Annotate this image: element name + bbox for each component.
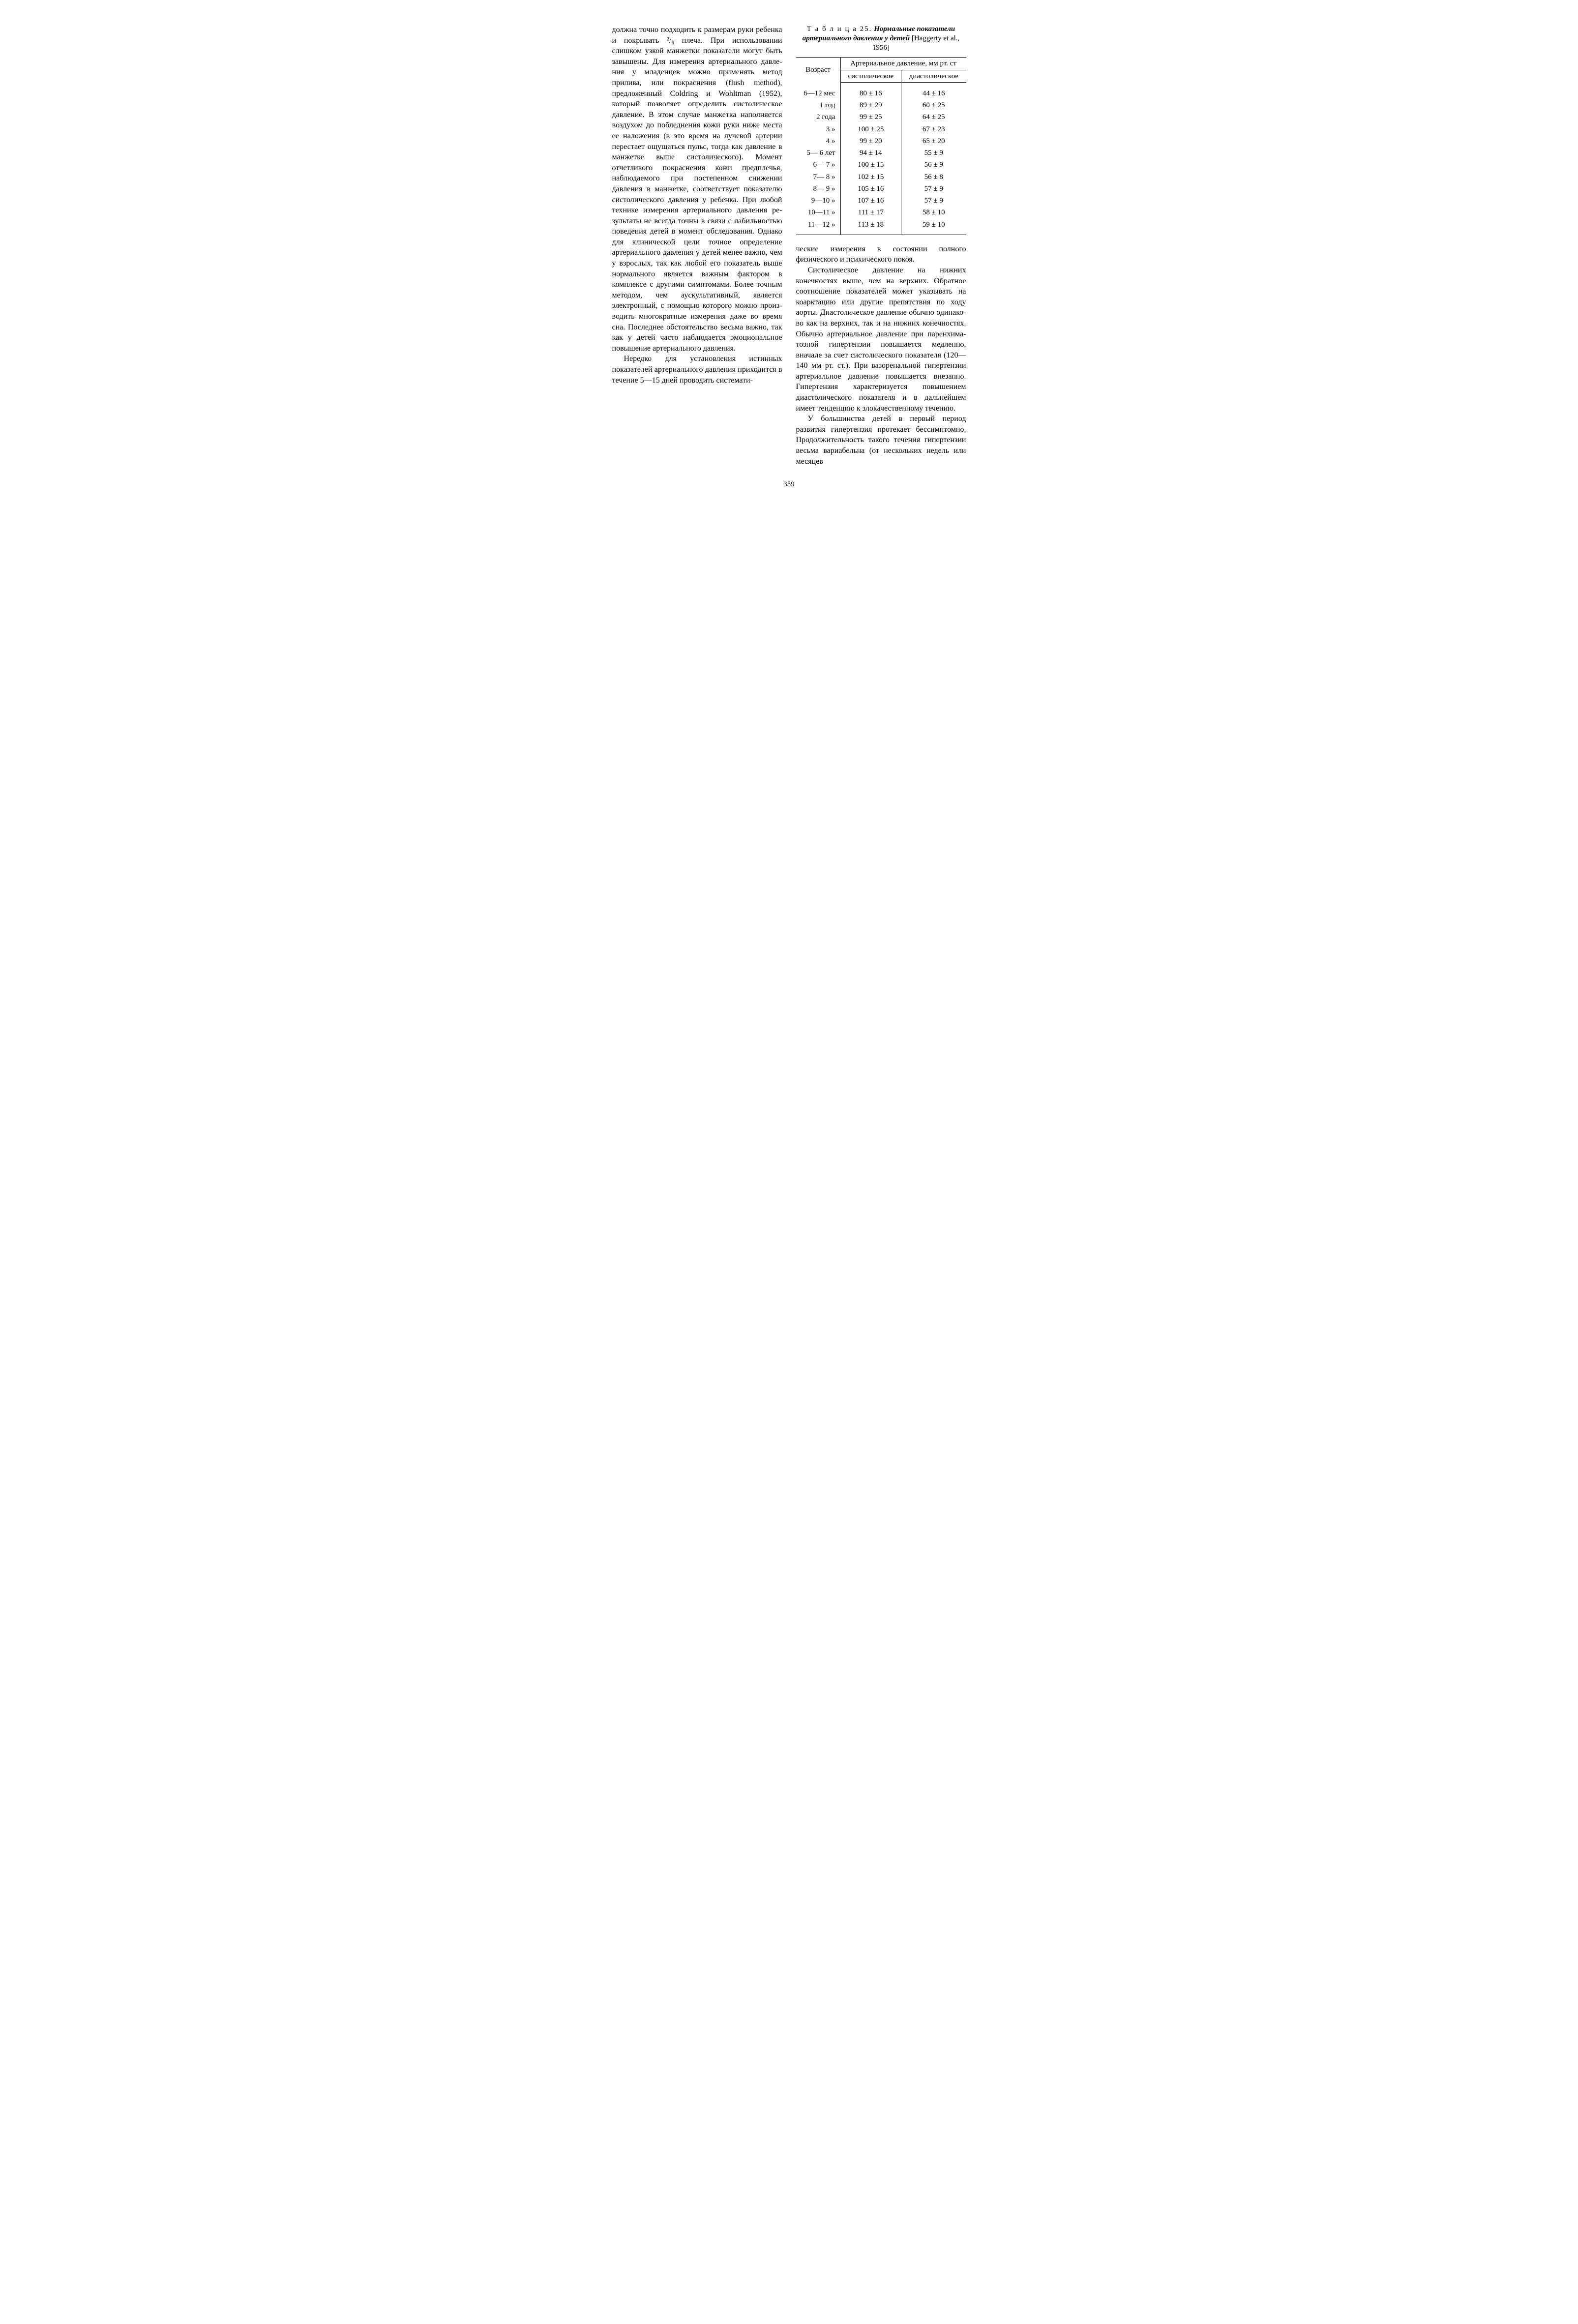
cell-age: 10—11 »: [796, 207, 841, 218]
cell-age: 11—12 »: [796, 219, 841, 235]
cell-dia: 56 ± 8: [901, 171, 966, 183]
body-paragraph: Нередко для установления ис­тинных показ…: [612, 354, 782, 386]
cell-age: 6—12 мес: [796, 82, 841, 99]
cell-dia: 64 ± 25: [901, 111, 966, 123]
cell-sys: 113 ± 18: [840, 219, 901, 235]
table-row: 6—12 мес80 ± 1644 ± 16: [796, 82, 966, 99]
bp-table: Возраст Артериальное давление, мм рт. ст…: [796, 57, 966, 235]
body-paragraph: У большинства детей в пер­вый период раз…: [796, 414, 966, 467]
cell-sys: 94 ± 14: [840, 147, 901, 159]
cell-age: 1 год: [796, 99, 841, 111]
cell-dia: 58 ± 10: [901, 207, 966, 218]
cell-sys: 100 ± 15: [840, 159, 901, 171]
cell-age: 4 »: [796, 135, 841, 147]
table-row: 4 »99 ± 2065 ± 20: [796, 135, 966, 147]
cell-dia: 67 ± 23: [901, 123, 966, 135]
body-paragraph: Систолическое давление на нижних конечно…: [796, 265, 966, 414]
table-header-diastolic: диастоли­ческое: [901, 70, 966, 82]
table-header-systolic: систоли­ческое: [840, 70, 901, 82]
cell-dia: 57 ± 9: [901, 195, 966, 207]
table-header-bp: Артериальное давление, мм рт. ст: [840, 58, 966, 70]
cell-sys: 99 ± 25: [840, 111, 901, 123]
page-number: 359: [612, 479, 966, 489]
cell-dia: 57 ± 9: [901, 183, 966, 195]
table-row: 1 год89 ± 2960 ± 25: [796, 99, 966, 111]
cell-dia: 59 ± 10: [901, 219, 966, 235]
cell-age: 2 года: [796, 111, 841, 123]
cell-dia: 44 ± 16: [901, 82, 966, 99]
table-row: 7— 8 »102 ± 1556 ± 8: [796, 171, 966, 183]
table-row: 10—11 »111 ± 1758 ± 10: [796, 207, 966, 218]
bp-table-body: 6—12 мес80 ± 1644 ± 16 1 год89 ± 2960 ± …: [796, 82, 966, 235]
table-caption: Т а б л и ц а 25. Нормальные показатели …: [796, 25, 966, 52]
table-row: 6— 7 »100 ± 1556 ± 9: [796, 159, 966, 171]
cell-age: 8— 9 »: [796, 183, 841, 195]
cell-sys: 99 ± 20: [840, 135, 901, 147]
cell-dia: 60 ± 25: [901, 99, 966, 111]
cell-dia: 55 ± 9: [901, 147, 966, 159]
cell-sys: 100 ± 25: [840, 123, 901, 135]
cell-sys: 102 ± 15: [840, 171, 901, 183]
cell-sys: 105 ± 16: [840, 183, 901, 195]
body-paragraph: ческие измерения в состоянии полного физ…: [796, 244, 966, 265]
cell-age: 3 »: [796, 123, 841, 135]
cell-sys: 107 ± 16: [840, 195, 901, 207]
table-row: 9—10 »107 ± 1657 ± 9: [796, 195, 966, 207]
two-column-layout: должна точно подходить к раз­мерам руки …: [612, 25, 966, 467]
cell-sys: 89 ± 29: [840, 99, 901, 111]
cell-age: 7— 8 »: [796, 171, 841, 183]
table-row: 5— 6 лет94 ± 1455 ± 9: [796, 147, 966, 159]
table-row: 2 года99 ± 2564 ± 25: [796, 111, 966, 123]
cell-age: 6— 7 »: [796, 159, 841, 171]
left-column: должна точно подходить к раз­мерам руки …: [612, 25, 782, 467]
cell-sys: 111 ± 17: [840, 207, 901, 218]
body-paragraph: должна точно подходить к раз­мерам руки …: [612, 25, 782, 354]
table-row: 3 »100 ± 2567 ± 23: [796, 123, 966, 135]
table-row: 8— 9 »105 ± 1657 ± 9: [796, 183, 966, 195]
right-column: Т а б л и ц а 25. Нормальные показатели …: [796, 25, 966, 467]
cell-sys: 80 ± 16: [840, 82, 901, 99]
table-row: 11—12 »113 ± 1859 ± 10: [796, 219, 966, 235]
cell-age: 5— 6 лет: [796, 147, 841, 159]
cell-dia: 65 ± 20: [901, 135, 966, 147]
cell-dia: 56 ± 9: [901, 159, 966, 171]
table-header-age: Возраст: [796, 58, 841, 83]
cell-age: 9—10 »: [796, 195, 841, 207]
page: должна точно подходить к раз­мерам руки …: [593, 0, 986, 504]
table-caption-label: Т а б л и ц а 25.: [807, 25, 872, 33]
